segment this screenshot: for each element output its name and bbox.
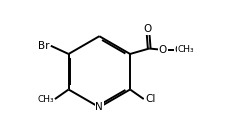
Text: CH₃: CH₃: [176, 45, 193, 54]
Text: CH₃: CH₃: [37, 95, 54, 104]
Text: Br: Br: [38, 41, 49, 51]
Text: Cl: Cl: [144, 94, 155, 104]
Text: O: O: [158, 45, 166, 55]
Text: O: O: [174, 45, 182, 55]
Text: N: N: [95, 102, 103, 112]
Text: O: O: [143, 24, 151, 34]
